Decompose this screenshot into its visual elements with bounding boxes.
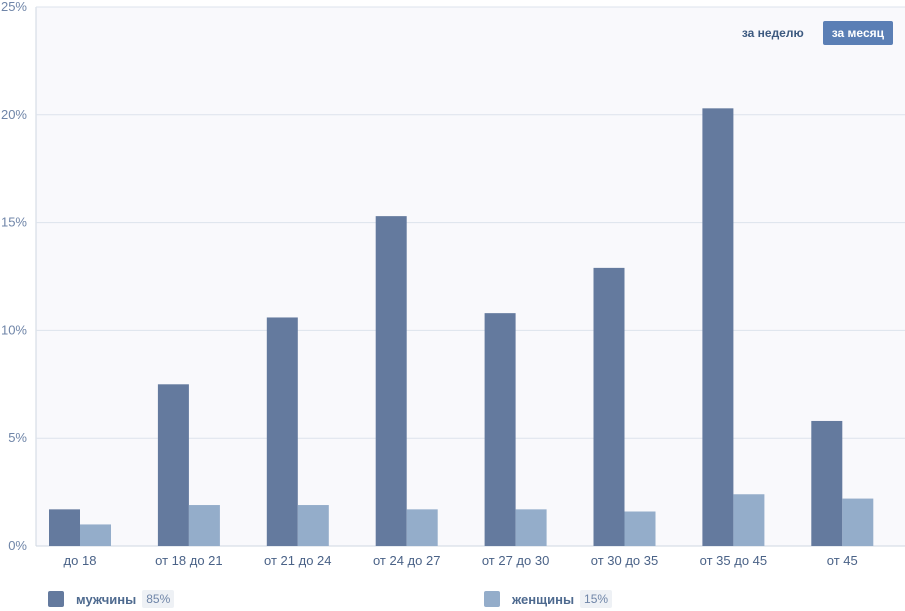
y-tick-label: 20%	[1, 107, 27, 122]
bar-men	[157, 384, 189, 546]
x-tick-label: от 30 до 35	[591, 553, 658, 568]
bar-women	[297, 505, 329, 546]
bar-men	[702, 108, 734, 546]
legend-swatch-men	[48, 591, 64, 607]
y-tick-label: 0%	[8, 538, 27, 553]
bar-men	[593, 267, 625, 546]
legend-percent-men: 85%	[142, 590, 175, 608]
bar-women	[624, 511, 656, 546]
y-tick-label: 5%	[8, 430, 27, 445]
y-tick-label: 10%	[1, 322, 27, 337]
legend-percent-women: 15%	[580, 590, 613, 608]
x-tick-label: от 35 до 45	[700, 553, 767, 568]
x-tick-label: от 24 до 27	[373, 553, 440, 568]
legend-item-women[interactable]: женщины 15%	[484, 590, 613, 608]
legend-swatch-women	[484, 591, 500, 607]
bar-women	[188, 505, 220, 546]
bar-men	[375, 216, 407, 546]
bar-men	[266, 317, 298, 546]
chart-legend: мужчины 85% женщины 15%	[48, 590, 898, 610]
month-button[interactable]: за месяц	[822, 21, 893, 45]
legend-item-men[interactable]: мужчины 85%	[48, 590, 175, 608]
x-tick-label: от 45	[827, 553, 858, 568]
bar-women	[515, 509, 547, 546]
bar-women	[842, 498, 874, 546]
legend-label-women: женщины	[512, 591, 575, 607]
bar-men	[484, 313, 516, 546]
bar-women	[80, 524, 111, 546]
x-tick-label: от 27 до 30	[482, 553, 549, 568]
bar-men	[49, 509, 80, 546]
bar-women	[406, 509, 438, 546]
y-tick-label: 25%	[1, 0, 27, 14]
bar-women	[733, 494, 765, 546]
x-tick-label: от 18 до 21	[155, 553, 222, 568]
bar-men	[811, 420, 843, 546]
week-button[interactable]: за неделю	[741, 26, 804, 40]
x-tick-label: до 18	[64, 553, 97, 568]
x-tick-label: от 21 до 24	[264, 553, 331, 568]
legend-label-men: мужчины	[76, 591, 137, 607]
period-switch: за неделю за месяц	[733, 21, 893, 45]
y-tick-label: 15%	[1, 215, 27, 230]
